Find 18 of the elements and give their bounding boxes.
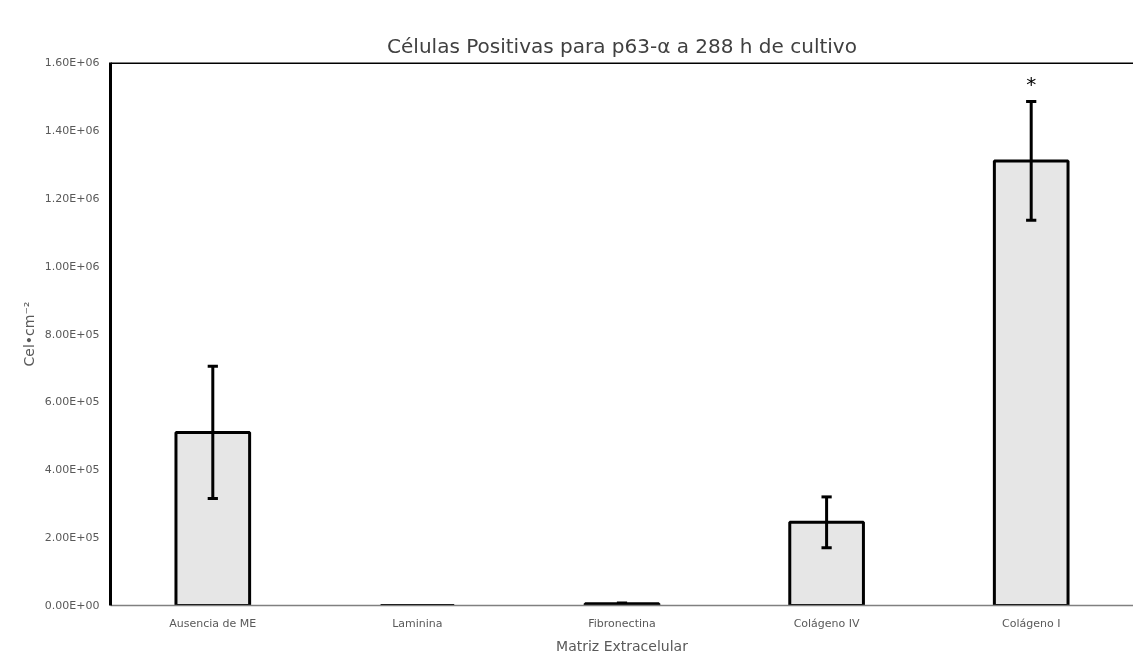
x-tick-label: Ausencia de ME (169, 616, 257, 630)
chart-title: Células Positivas para p63-α a 288 h de cultivo (387, 33, 857, 58)
y-tick-label: 1.40E+06 (44, 123, 100, 137)
y-tick-label: 1.20E+06 (44, 191, 100, 205)
y-tick-label: 4.00E+05 (44, 463, 100, 477)
x-tick-label: Colágeno I (1002, 616, 1061, 630)
annotation: * (1026, 71, 1037, 96)
x-tick-label: Laminina (392, 616, 443, 630)
y-tick-label: 2.00E+05 (44, 531, 100, 545)
x-tick-label: Colágeno IV (793, 616, 861, 630)
x-tick-label: Fibronectina (588, 616, 656, 630)
y-tick-label: 1.00E+06 (44, 259, 100, 273)
y-tick-label: 0.00E+00 (44, 599, 100, 612)
y-tick-label: 8.00E+05 (44, 327, 100, 341)
y-tick-label: 6.00E+05 (44, 395, 100, 409)
x-axis-title: Matriz Extracelular (556, 637, 689, 654)
y-axis-title: Cel•cm⁻² (20, 301, 37, 367)
y-tick-label: 1.60E+06 (44, 56, 100, 69)
